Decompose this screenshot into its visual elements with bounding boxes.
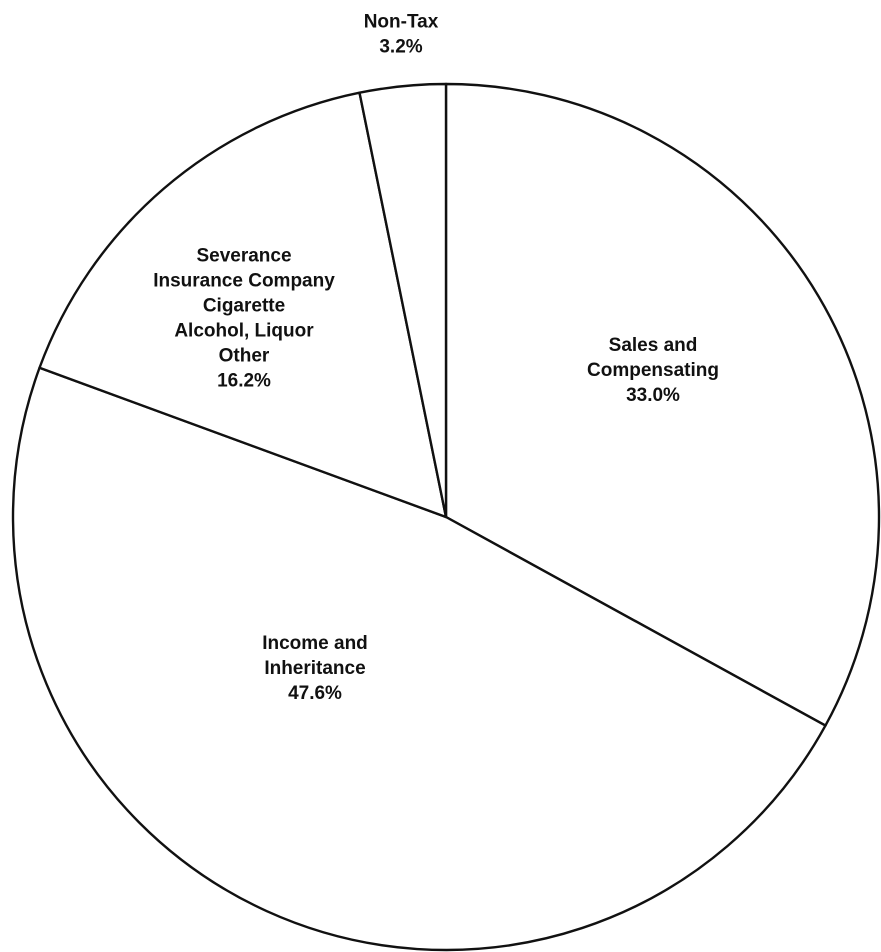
slice-name-line: Severance <box>196 246 291 267</box>
slice-name-line: Compensating <box>587 360 719 381</box>
slice-value-label: 3.2% <box>379 37 422 58</box>
pie-labels: Sales and Compensating 33.0% Income and Inhe… <box>153 12 719 705</box>
pie-slice <box>444 82 881 727</box>
slice-value-label: 47.6% <box>288 683 342 704</box>
slice-name-line: Other <box>219 346 270 367</box>
slice-name-line: Income and <box>262 633 368 654</box>
slice-label: Sales and Compensating 33.0% <box>587 335 719 406</box>
slice-name-line: Inheritance <box>264 658 365 679</box>
slice-name-line: Non-Tax <box>364 12 439 33</box>
pie-slice <box>38 91 448 519</box>
pie-slice <box>11 366 827 952</box>
slice-name-line: Cigarette <box>203 296 285 317</box>
pie-slice <box>358 82 448 519</box>
slice-value-label: 33.0% <box>626 385 680 406</box>
slice-name-line: Sales and <box>609 335 698 356</box>
slice-value-label: 16.2% <box>217 371 271 392</box>
pie-slices <box>11 82 881 952</box>
slice-name-line: Alcohol, Liquor <box>174 321 314 342</box>
slice-label: Non-Tax 3.2% <box>364 12 439 58</box>
slice-label: Severance Insurance Company Cigarette Alcoh… <box>153 246 335 392</box>
slice-label: Income and Inheritance 47.6% <box>262 633 368 704</box>
slice-name-line: Insurance Company <box>153 271 335 292</box>
